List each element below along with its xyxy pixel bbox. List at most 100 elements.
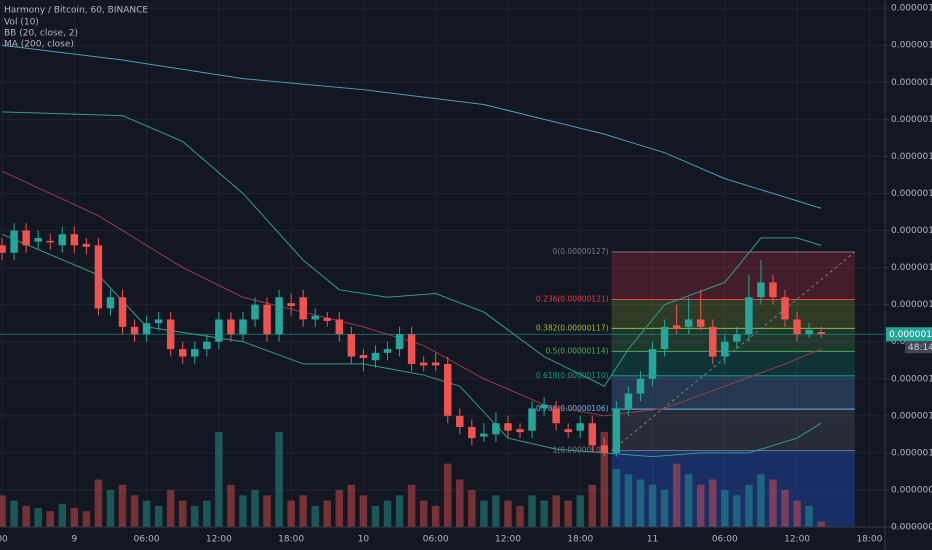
- volume-bar: [456, 479, 464, 527]
- candle-body: [142, 323, 151, 335]
- x-tick-label: 12:00: [206, 535, 232, 545]
- volume-bar: [636, 479, 645, 527]
- candle-body: [733, 334, 741, 342]
- volume-bar: [576, 495, 584, 527]
- y-tick-label: 0.00000140: [891, 152, 932, 162]
- candle-body: [395, 334, 404, 350]
- volume-pane: [0, 432, 825, 527]
- candle-body: [540, 404, 548, 409]
- fib-trend: [611, 251, 856, 452]
- candle-body: [419, 362, 428, 366]
- volume-bar: [419, 500, 428, 527]
- volume-bar: [287, 500, 295, 527]
- candle-body: [721, 341, 729, 357]
- fib-label: 0(0.00000127): [553, 247, 609, 256]
- candle-body: [251, 304, 259, 320]
- y-tick-label: 0.00000105: [891, 411, 932, 421]
- candle-body: [431, 362, 440, 366]
- volume-bar: [817, 521, 825, 527]
- fib-label: 0.786(0.00000106): [536, 404, 609, 413]
- x-tick-label: 06:00: [134, 535, 160, 545]
- candle-body: [564, 429, 572, 433]
- candle-body: [106, 297, 115, 309]
- candle-body: [34, 237, 42, 242]
- volume-bar: [359, 495, 368, 527]
- y-tick-label: 0.00000100: [891, 448, 932, 458]
- volume-bar: [118, 484, 127, 527]
- volume-bar: [10, 500, 18, 527]
- fib-band: [611, 299, 855, 329]
- legend-item: Vol (10): [4, 18, 39, 28]
- fib-label: 0.618(0.00000110): [536, 371, 609, 380]
- candle-body: [130, 326, 139, 335]
- candle-body: [456, 415, 464, 427]
- candle-body: [793, 319, 801, 335]
- candle-body: [311, 315, 319, 320]
- fib-label: 1(0.00000100): [553, 446, 609, 455]
- volume-bar: [70, 508, 79, 527]
- candle-body: [407, 334, 416, 364]
- volume-bar: [672, 463, 681, 527]
- candle-body: [70, 234, 79, 246]
- y-tick-label: 0.00000110: [891, 374, 932, 384]
- volume-bar: [660, 490, 669, 527]
- candle-body: [383, 349, 392, 353]
- volume-bar: [793, 500, 801, 527]
- volume-bar: [22, 505, 30, 527]
- x-tick-label: 11: [647, 535, 658, 545]
- candle-body: [516, 429, 524, 433]
- x-tick-label: 18:00: [856, 535, 882, 545]
- fib-label: 0.5(0.00000114): [545, 346, 608, 355]
- volume-bar: [721, 490, 729, 527]
- volume-bar: [335, 490, 344, 527]
- axes: 0.00000090 0.00000095 0.00000100 0.00000105…: [0, 4, 932, 545]
- candle-body: [335, 319, 344, 335]
- volume-bar: [203, 500, 211, 527]
- fib-band: [611, 252, 855, 300]
- x-tick-label: 9: [71, 535, 77, 545]
- candle-body: [154, 319, 163, 324]
- volume-bar: [130, 495, 139, 527]
- candle-body: [0, 245, 6, 253]
- volume-bar: [528, 495, 536, 527]
- price-tag-label: 0.00000116: [889, 330, 932, 340]
- y-tick-label: 0.00000130: [891, 226, 932, 236]
- candle-body: [588, 423, 597, 446]
- volume-bar: [371, 505, 380, 527]
- volume-bar: [696, 484, 705, 527]
- fib-extension: [611, 450, 855, 527]
- volume-bar: [215, 432, 223, 527]
- volume-bar: [0, 495, 6, 527]
- volume-bar: [275, 432, 283, 527]
- candle-body: [178, 349, 187, 357]
- candle-body: [203, 341, 211, 350]
- countdown-label: 48:14: [908, 343, 932, 353]
- volume-bar: [263, 495, 271, 527]
- candle-body: [696, 319, 705, 327]
- candle-body: [648, 349, 657, 379]
- volume-bar: [745, 484, 753, 527]
- volume-bar: [564, 500, 572, 527]
- volume-bar: [492, 495, 500, 527]
- volume-bar: [407, 484, 416, 527]
- candle-body: [781, 297, 789, 320]
- volume-bar: [431, 505, 440, 527]
- x-tick-label: 06:00: [423, 535, 449, 545]
- candle-body: [347, 334, 356, 357]
- candle-body: [118, 297, 127, 327]
- volume-bar: [166, 490, 175, 527]
- volume-bar: [552, 495, 560, 527]
- volume-bar: [299, 495, 307, 527]
- volume-bar: [684, 474, 693, 527]
- x-tick-label: 06:00: [712, 535, 738, 545]
- indicator-line: [1, 170, 822, 417]
- candle-body: [359, 355, 368, 359]
- price-tag: [886, 327, 932, 342]
- legend-item: MA (200, close): [4, 40, 74, 50]
- volume-bar: [323, 500, 332, 527]
- x-tick-label: 18:00: [567, 535, 593, 545]
- volume-bar: [311, 505, 319, 527]
- candle-body: [805, 329, 813, 335]
- candle-body: [263, 304, 271, 335]
- candle-body: [58, 234, 67, 246]
